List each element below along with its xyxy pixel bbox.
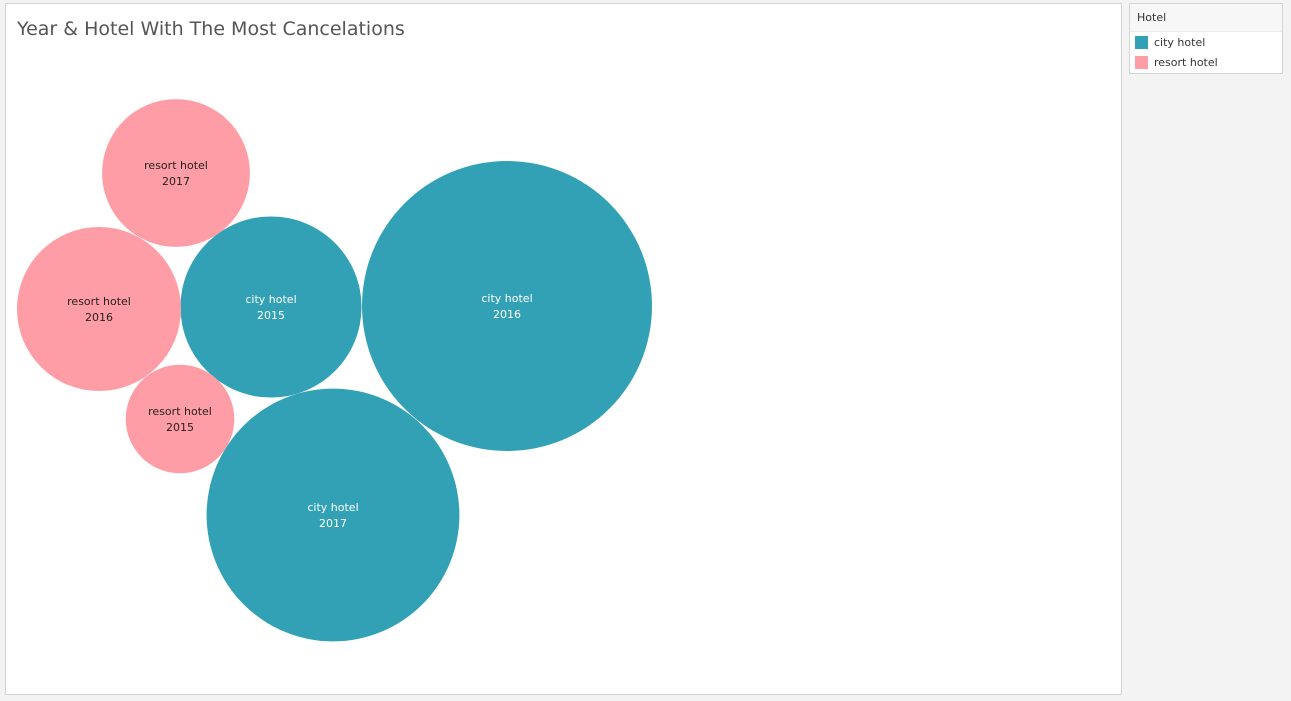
bubble-circle[interactable]	[102, 99, 250, 247]
bubble-chart: city hotel 2016 city hotel 2017 city hotel 20…	[16, 99, 652, 642]
bubble-circle[interactable]	[206, 388, 460, 642]
legend: Hotel city hotel resort hotel	[1129, 3, 1283, 74]
bubble-city-hotel-2016[interactable]: city hotel 2016	[362, 161, 652, 451]
legend-title: Hotel	[1130, 4, 1282, 32]
bubble-year-label: 2015	[166, 421, 194, 434]
bubble-circle[interactable]	[125, 364, 235, 474]
bubble-city-hotel-2017[interactable]: city hotel 2017	[206, 388, 460, 642]
bubble-hotel-label: city hotel	[307, 501, 358, 514]
bubble-resort-hotel-2015[interactable]: resort hotel 2015	[125, 364, 235, 474]
bubble-hotel-label: resort hotel	[144, 159, 208, 172]
bubble-hotel-label: city hotel	[481, 292, 532, 305]
bubble-circle[interactable]	[362, 161, 652, 451]
bubble-year-label: 2016	[85, 311, 113, 324]
legend-item-resort-hotel[interactable]: resort hotel	[1130, 52, 1282, 72]
bubble-hotel-label: resort hotel	[67, 295, 131, 308]
bubble-resort-hotel-2016[interactable]: resort hotel 2016	[16, 226, 182, 392]
legend-item-city-hotel[interactable]: city hotel	[1130, 32, 1282, 52]
bubble-year-label: 2017	[319, 517, 347, 530]
legend-swatch-city-hotel	[1135, 35, 1148, 49]
bubble-year-label: 2016	[493, 308, 521, 321]
bubble-circle[interactable]	[16, 226, 182, 392]
legend-label: city hotel	[1154, 35, 1206, 49]
bubble-year-label: 2017	[162, 175, 190, 188]
legend-label: resort hotel	[1154, 55, 1218, 69]
chart-title: Year & Hotel With The Most Cancelations	[17, 18, 405, 40]
bubble-hotel-label: resort hotel	[148, 405, 212, 418]
chart-panel: Year & Hotel With The Most Cancelations …	[5, 3, 1122, 695]
bubble-year-label: 2015	[257, 309, 285, 322]
bubble-hotel-label: city hotel	[245, 293, 296, 306]
bubble-resort-hotel-2017[interactable]: resort hotel 2017	[102, 99, 250, 247]
legend-swatch-resort-hotel	[1135, 55, 1148, 69]
bubble-city-hotel-2015[interactable]: city hotel 2015	[180, 216, 362, 398]
bubble-circle[interactable]	[180, 216, 362, 398]
